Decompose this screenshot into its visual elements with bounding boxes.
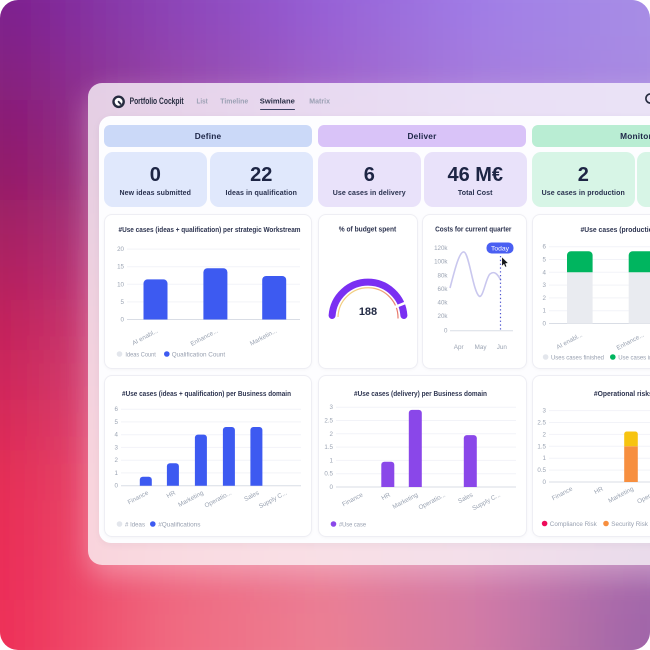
svg-text:100k: 100k [434,259,448,266]
svg-text:Compliance Risk: Compliance Risk [550,521,598,528]
svg-text:10: 10 [117,281,124,288]
svg-text:1: 1 [330,457,334,464]
svg-text:HR: HR [380,491,392,502]
svg-text:Finance: Finance [551,485,575,502]
svg-text:0: 0 [330,484,334,491]
svg-text:Operatio...: Operatio... [204,489,233,509]
svg-text:5: 5 [115,419,119,426]
svg-text:Finance: Finance [127,489,151,506]
svg-text:4: 4 [543,269,547,276]
svg-text:20: 20 [117,246,124,253]
svg-text:Today: Today [491,245,510,252]
svg-text:2: 2 [330,431,334,438]
svg-text:#Use cases (production) per st: #Use cases (production) per strategic Wo… [581,227,650,234]
svg-text:2.5: 2.5 [324,418,333,425]
svg-text:20k: 20k [438,313,449,320]
svg-text:1: 1 [115,470,119,477]
svg-text:0: 0 [115,483,119,490]
svg-text:40k: 40k [438,300,449,307]
svg-text:AI enabl...: AI enabl... [555,331,584,351]
svg-text:Operatio...: Operatio... [417,491,446,511]
svg-text:15: 15 [117,264,124,271]
svg-text:Apr: Apr [454,344,464,351]
svg-text:Jun: Jun [497,344,508,351]
svg-text:1: 1 [543,308,547,315]
svg-text:120k: 120k [434,245,448,252]
svg-text:#Operational risks per Busines: #Operational risks per Business domain [594,391,650,398]
svg-text:5: 5 [543,257,547,264]
svg-text:0.5: 0.5 [324,471,333,478]
svg-text:2: 2 [543,431,547,438]
svg-text:% of budget spent: % of budget spent [339,227,397,234]
svg-text:0: 0 [543,321,547,328]
svg-text:3: 3 [543,282,547,289]
svg-text:0: 0 [444,328,448,335]
svg-text:#Qualifications: #Qualifications [158,522,201,529]
svg-text:Matrix: Matrix [309,96,330,105]
svg-text:# Ideas: # Ideas [125,522,146,529]
svg-text:Operatio...: Operatio... [636,485,650,505]
svg-text:Enhance...: Enhance... [189,327,219,347]
svg-text:3: 3 [115,444,119,451]
svg-text:80k: 80k [438,272,449,279]
svg-text:0.5: 0.5 [537,467,546,474]
svg-text:Use cases in production: Use cases in production [618,355,650,362]
svg-text:Supply C...: Supply C... [471,491,502,512]
svg-text:Sales: Sales [243,490,260,504]
svg-text:2: 2 [543,295,547,302]
svg-text:AI enabl...: AI enabl... [131,327,160,347]
svg-text:Portfolio Cockpit: Portfolio Cockpit [130,96,184,106]
svg-text:Timeline: Timeline [220,96,248,105]
svg-text:0: 0 [121,317,125,324]
svg-text:#Use cases (ideas + qualificat: #Use cases (ideas + qualification) per s… [119,227,301,234]
svg-text:HR: HR [593,485,605,496]
svg-text:1.5: 1.5 [537,443,546,450]
svg-text:6: 6 [543,244,547,251]
svg-text:Finance: Finance [341,491,365,508]
svg-text:Security Risk: Security Risk [611,521,648,528]
svg-text:2.5: 2.5 [537,420,546,427]
svg-text:Swimlane: Swimlane [260,96,295,105]
svg-text:May: May [475,344,488,351]
svg-text:1.5: 1.5 [324,444,333,451]
svg-text:#Use cases (delivery) per Busi: #Use cases (delivery) per Business domai… [354,391,487,398]
svg-text:Marketing: Marketing [177,489,205,508]
svg-text:Qualification Count: Qualification Count [172,352,226,359]
svg-text:List: List [197,96,209,105]
svg-text:2: 2 [115,457,119,464]
svg-text:HR: HR [166,489,178,500]
svg-text:3: 3 [543,408,547,415]
svg-text:Ideas Count: Ideas Count [125,352,156,359]
svg-text:Marketing: Marketing [392,491,420,510]
svg-text:Sales: Sales [457,492,474,506]
svg-text:#Use cases (ideas + qualificat: #Use cases (ideas + qualification) per B… [122,391,291,398]
svg-text:5: 5 [121,299,125,306]
svg-text:60k: 60k [438,286,449,293]
svg-text:6: 6 [115,406,119,413]
svg-text:Enhance...: Enhance... [616,331,646,351]
svg-text:3: 3 [330,404,334,411]
svg-text:Marketing: Marketing [607,485,635,504]
svg-text:0: 0 [543,479,547,486]
svg-text:Supply C...: Supply C... [258,489,289,510]
svg-text:Costs for current quarter: Costs for current quarter [435,227,512,234]
svg-text:4: 4 [115,432,119,439]
svg-text:Marketin...: Marketin... [249,327,278,347]
svg-text:188: 188 [359,306,377,318]
svg-text:Uses cases finished: Uses cases finished [551,355,604,362]
svg-text:1: 1 [543,455,547,462]
svg-text:#Use case: #Use case [339,522,366,529]
